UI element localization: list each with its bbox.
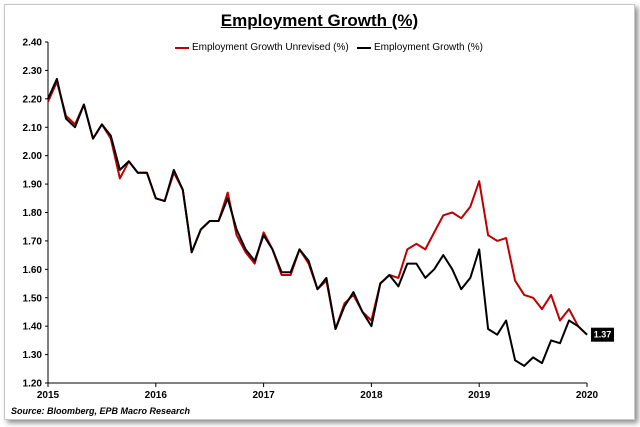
chart-frame: Employment Growth (%) Employment Growth … (4, 4, 635, 420)
y-tick-label: 1.30 (23, 350, 43, 361)
end-value-label: 1.37 (594, 330, 612, 340)
legend-item-revised: Employment Growth (%) (357, 42, 483, 53)
y-tick-label: 1.50 (23, 293, 43, 304)
x-tick-label: 2020 (576, 390, 599, 401)
x-tick-label: 2018 (360, 390, 383, 401)
y-tick-label: 1.20 (23, 379, 43, 390)
y-tick-label: 1.90 (23, 180, 43, 191)
y-tick-label: 2.30 (23, 66, 43, 77)
series-line-revised (47, 77, 588, 367)
y-tick-label: 1.80 (23, 208, 43, 219)
series-line-unrevised (47, 80, 588, 336)
x-tick-label: 2017 (252, 390, 275, 401)
y-tick-label: 2.10 (23, 123, 43, 134)
y-tick-label: 1.70 (23, 236, 43, 247)
legend-label-revised: Employment Growth (%) (374, 42, 483, 53)
x-tick-label: 2019 (468, 390, 491, 401)
legend-label-unrevised: Employment Growth Unrevised (%) (192, 42, 349, 53)
legend-swatch-revised (357, 46, 371, 49)
y-tick-label: 2.40 (23, 38, 43, 49)
legend-swatch-unrevised (175, 46, 189, 49)
y-tick-label: 2.20 (23, 94, 43, 105)
chart-plot: 1.20 1.30 1.40 1.50 1.60 1.70 1.80 1.90 2.00 2.10… (23, 38, 614, 401)
legend-item-unrevised: Employment Growth Unrevised (%) (175, 42, 349, 53)
y-tick-label: 2.00 (23, 151, 43, 162)
y-tick-label: 1.60 (23, 265, 43, 276)
x-tick-label: 2015 (37, 390, 60, 401)
x-tick-label: 2016 (145, 390, 168, 401)
source-note: Source: Bloomberg, EPB Macro Research (11, 406, 191, 416)
end-value-box (591, 327, 614, 342)
chart-title: Employment Growth (%) (220, 11, 419, 30)
y-tick-label: 1.40 (23, 322, 43, 333)
